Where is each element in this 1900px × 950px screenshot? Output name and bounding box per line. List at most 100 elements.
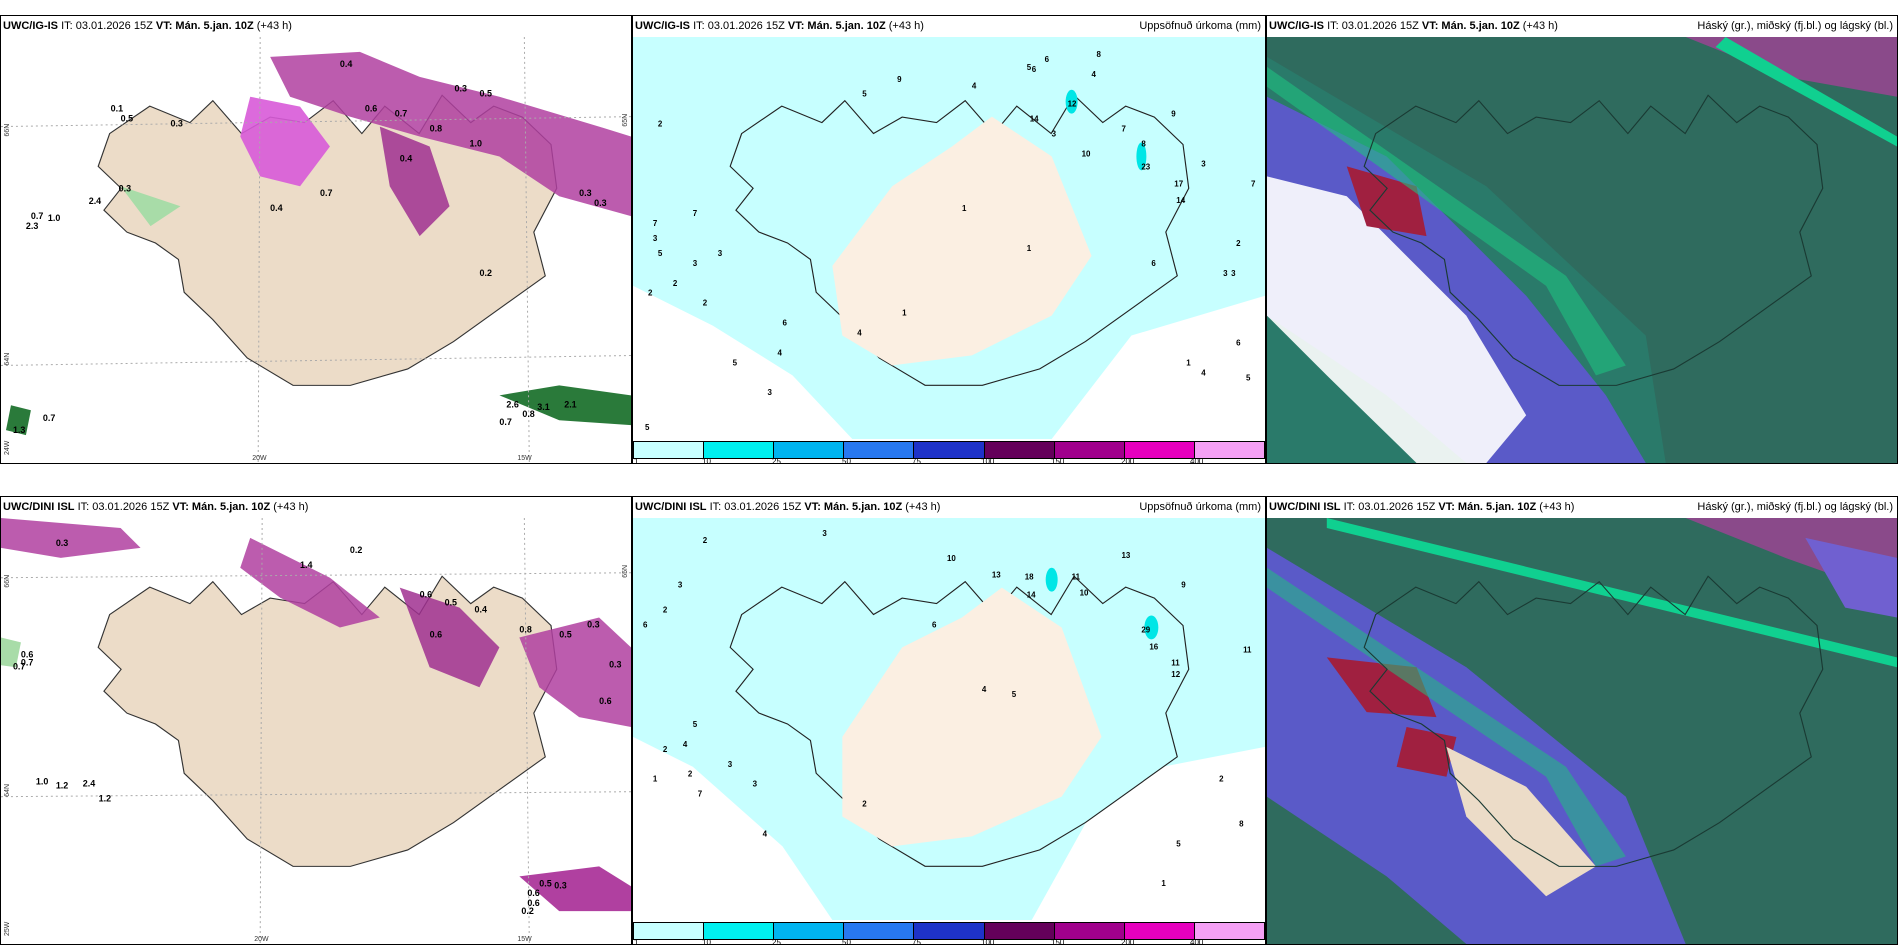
map-label: 3 bbox=[728, 760, 733, 769]
panel-title: Háský (gr.), miðský (fj.bl.) og lágský (… bbox=[1697, 501, 1893, 513]
map-label: 3 bbox=[653, 234, 658, 243]
map-label: 0.3 bbox=[455, 84, 467, 94]
valid-time: VT: Mán. 5.jan. 10Z bbox=[1438, 501, 1537, 513]
map-label: 2.3 bbox=[26, 221, 38, 231]
map-label: 3 bbox=[1223, 269, 1228, 278]
map-label: 7 bbox=[1121, 125, 1126, 134]
map-label: 4 bbox=[857, 329, 862, 338]
map-label: 1 bbox=[1186, 358, 1191, 367]
map-label: 23 bbox=[1141, 162, 1150, 171]
panel-title: Háský (gr.), miðský (fj.bl.) og lágský (… bbox=[1697, 20, 1893, 32]
map-label: 0.6 bbox=[430, 629, 442, 639]
colorbar-swatch bbox=[1194, 442, 1265, 458]
map-label: 6 bbox=[932, 620, 937, 629]
colorbar-swatch bbox=[633, 923, 705, 939]
map-label: 0.4 bbox=[340, 59, 352, 69]
panel-top-left: UWC/IG-IS IT: 03.01.2026 15Z VT: Mán. 5.… bbox=[0, 15, 632, 464]
init-time: IT: 03.01.2026 15Z bbox=[709, 501, 802, 513]
map-label: 2 bbox=[663, 745, 668, 754]
map-label: 8 bbox=[1097, 50, 1102, 59]
colorbar-label: 25 bbox=[772, 938, 781, 945]
map-label: 9 bbox=[897, 75, 902, 84]
lead-time: (+43 h) bbox=[273, 501, 309, 513]
map-label: 4 bbox=[1201, 368, 1206, 377]
map-label: 1 bbox=[902, 309, 907, 318]
colorbar-swatch bbox=[704, 442, 775, 458]
map-label: 0.2 bbox=[521, 906, 533, 916]
panel-header: UWC/DINI ISL IT: 03.01.2026 15Z VT: Mán.… bbox=[1, 497, 631, 518]
colorbar-label: 75 bbox=[912, 457, 921, 464]
map-label: 7 bbox=[693, 209, 698, 218]
colorbar-label: 100 bbox=[981, 938, 995, 945]
map-label: 2.1 bbox=[564, 399, 576, 409]
lon-label: 20W bbox=[254, 936, 269, 943]
model-name: UWC/IG-IS bbox=[635, 20, 690, 32]
panel-header: UWC/IG-IS IT: 03.01.2026 15Z VT: Mán. 5.… bbox=[633, 16, 1265, 37]
map-label: 4 bbox=[1092, 70, 1097, 79]
map-label: 5 bbox=[733, 358, 738, 367]
map-label: 0.6 bbox=[599, 696, 611, 706]
map-label: 0.5 bbox=[559, 629, 571, 639]
colorbar-label: 10 bbox=[702, 457, 711, 464]
lead-time: (+43 h) bbox=[905, 501, 941, 513]
map-label: 0.7 bbox=[13, 661, 25, 671]
map-label: 3 bbox=[1052, 130, 1057, 139]
map-label: 11 bbox=[1171, 658, 1180, 667]
init-time: IT: 03.01.2026 15Z bbox=[1343, 501, 1436, 513]
map-label: 10 bbox=[1080, 589, 1089, 598]
colorbar-label: 200 bbox=[1121, 938, 1135, 945]
map-label: 2 bbox=[703, 536, 708, 545]
valid-time: VT: Mán. 5.jan. 10Z bbox=[787, 20, 886, 32]
precip-type-map: 0.4 0.3 0.5 0.6 0.7 0.8 0.1 0.5 1.0 0.3 … bbox=[1, 37, 631, 463]
lon-label: 25W bbox=[4, 921, 11, 936]
map-label: 2.6 bbox=[506, 399, 518, 409]
map-label: 11 bbox=[1243, 645, 1252, 654]
map-label: 0.3 bbox=[587, 619, 599, 629]
colorbar-label: 1 bbox=[634, 457, 639, 464]
map-label: 0.2 bbox=[350, 545, 362, 555]
map-label: 0.5 bbox=[445, 598, 457, 608]
init-time: IT: 03.01.2026 15Z bbox=[693, 20, 785, 32]
colorbar-label: 400 bbox=[1190, 457, 1204, 464]
map-label: 4 bbox=[778, 348, 783, 357]
colorbar-label: 10 bbox=[702, 938, 711, 945]
map-label: 2 bbox=[703, 299, 708, 308]
map-label: 0.3 bbox=[56, 538, 68, 548]
valid-time: VT: Mán. 5.jan. 10Z bbox=[155, 20, 254, 32]
colorbar-label: 150 bbox=[1051, 938, 1065, 945]
map-label: 9 bbox=[1181, 581, 1186, 590]
map-label: 14 bbox=[1030, 115, 1039, 124]
map-label: 5 bbox=[1176, 839, 1181, 848]
map-label: 29 bbox=[1141, 625, 1150, 634]
map-label: 0.7 bbox=[320, 188, 332, 198]
valid-time: VT: Mán. 5.jan. 10Z bbox=[172, 501, 271, 513]
map-label: 2.4 bbox=[89, 196, 101, 206]
map-label: 3 bbox=[1201, 159, 1206, 168]
lon-label: 15W bbox=[517, 936, 532, 943]
map-label: 3 bbox=[822, 529, 827, 538]
map-label: 2 bbox=[1236, 239, 1241, 248]
map-label: 0.6 bbox=[527, 898, 539, 908]
map-label: 2.4 bbox=[83, 779, 95, 789]
map-label: 1.2 bbox=[99, 794, 111, 804]
colorbar: 1 10 25 50 75 100 150 200 400 bbox=[633, 920, 1265, 944]
map-label: 0.6 bbox=[420, 590, 432, 600]
map-label: 6 bbox=[643, 620, 648, 629]
colorbar-label: 75 bbox=[912, 938, 921, 945]
colorbar-swatch bbox=[844, 923, 915, 939]
map-label: 6 bbox=[1151, 259, 1156, 268]
init-time: IT: 03.01.2026 15Z bbox=[77, 501, 170, 513]
colorbar-swatch bbox=[984, 923, 1055, 939]
panel-header: UWC/DINI ISL IT: 03.01.2026 15Z VT: Mán.… bbox=[1267, 497, 1897, 518]
map-label: 4 bbox=[683, 740, 688, 749]
map-label: 2 bbox=[658, 120, 663, 129]
lead-time: (+43 h) bbox=[888, 20, 924, 32]
map-label: 0.7 bbox=[43, 413, 55, 423]
map-label: 0.7 bbox=[31, 211, 43, 221]
panel-bottom-left: UWC/DINI ISL IT: 03.01.2026 15Z VT: Mán.… bbox=[0, 496, 632, 945]
map-label: 2 bbox=[688, 770, 693, 779]
map-label: 1.0 bbox=[470, 138, 482, 148]
colorbar-swatch bbox=[844, 442, 915, 458]
model-name: UWC/DINI ISL bbox=[3, 501, 75, 513]
map-label: 1 bbox=[1027, 244, 1032, 253]
